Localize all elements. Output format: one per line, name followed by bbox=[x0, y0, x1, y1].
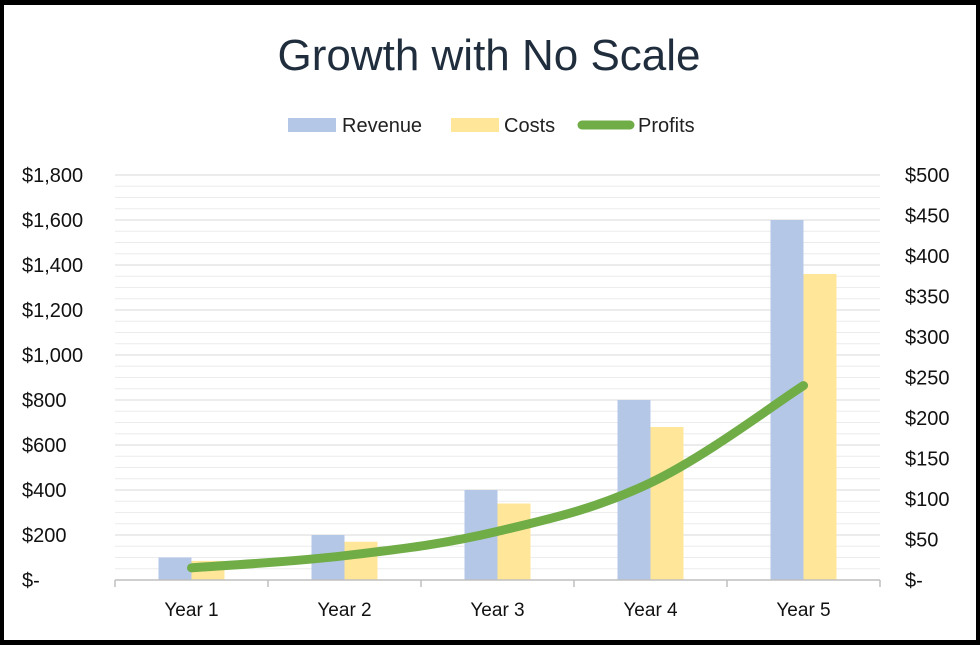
legend-swatch-revenue bbox=[288, 118, 336, 132]
legend-swatch-costs bbox=[451, 118, 499, 132]
y-right-tick-label: $150 bbox=[905, 449, 950, 471]
gridlines bbox=[115, 174, 880, 570]
chart-panel: Growth with No Scale Revenue Costs Profits… bbox=[4, 5, 976, 640]
y-right-tick-label: $500 bbox=[905, 165, 950, 187]
x-tick-label: Year 2 bbox=[317, 600, 371, 621]
y-right-tick-label: $- bbox=[905, 570, 923, 592]
profits-line-group bbox=[187, 381, 808, 573]
y-left-tick-label: $400 bbox=[22, 480, 67, 502]
x-tick-label: Year 3 bbox=[470, 600, 524, 621]
costs-bar bbox=[650, 427, 684, 580]
y-left-tick-label: $1,800 bbox=[22, 165, 83, 187]
y-right-tick-label: $450 bbox=[905, 206, 950, 228]
y-right-tick-label: $350 bbox=[905, 287, 950, 309]
revenue-bar bbox=[158, 557, 192, 580]
y-right-tick-label: $50 bbox=[905, 530, 938, 552]
x-tick-label: Year 4 bbox=[623, 600, 678, 621]
legend-label-costs: Costs bbox=[504, 115, 555, 137]
y-right-tick-label: $300 bbox=[905, 327, 950, 349]
costs-bar bbox=[497, 503, 531, 580]
y-right-tick-label: $200 bbox=[905, 408, 950, 430]
y-left-tick-label: $600 bbox=[22, 435, 67, 457]
axes: Year 1 Year 2 Year 3 Year 4 Year 5 $- $200 $400… bbox=[22, 165, 950, 621]
y-right-tick-label: $400 bbox=[905, 246, 950, 268]
y-left-tick-label: $1,000 bbox=[22, 345, 83, 367]
x-tick-label: Year 1 bbox=[164, 600, 218, 621]
bars bbox=[158, 220, 837, 580]
legend: Revenue Costs Profits bbox=[288, 115, 695, 137]
y-left-tick-label: $1,600 bbox=[22, 210, 83, 232]
y-left-tick-label: $1,200 bbox=[22, 300, 83, 322]
y-right-tick-label: $250 bbox=[905, 368, 950, 390]
x-tick-label: Year 5 bbox=[776, 600, 830, 621]
costs-bar bbox=[803, 274, 837, 580]
profits-line bbox=[187, 381, 808, 573]
y-left-tick-label: $1,400 bbox=[22, 255, 83, 277]
y-left-tick-label: $200 bbox=[22, 525, 67, 547]
legend-label-profits: Profits bbox=[638, 115, 695, 137]
y-right-tick-label: $100 bbox=[905, 489, 950, 511]
costs-bar bbox=[344, 541, 378, 580]
legend-label-revenue: Revenue bbox=[342, 115, 422, 137]
y-left-tick-label: $800 bbox=[22, 390, 67, 412]
chart-title: Growth with No Scale bbox=[277, 31, 700, 80]
y-left-tick-label: $- bbox=[22, 570, 40, 592]
